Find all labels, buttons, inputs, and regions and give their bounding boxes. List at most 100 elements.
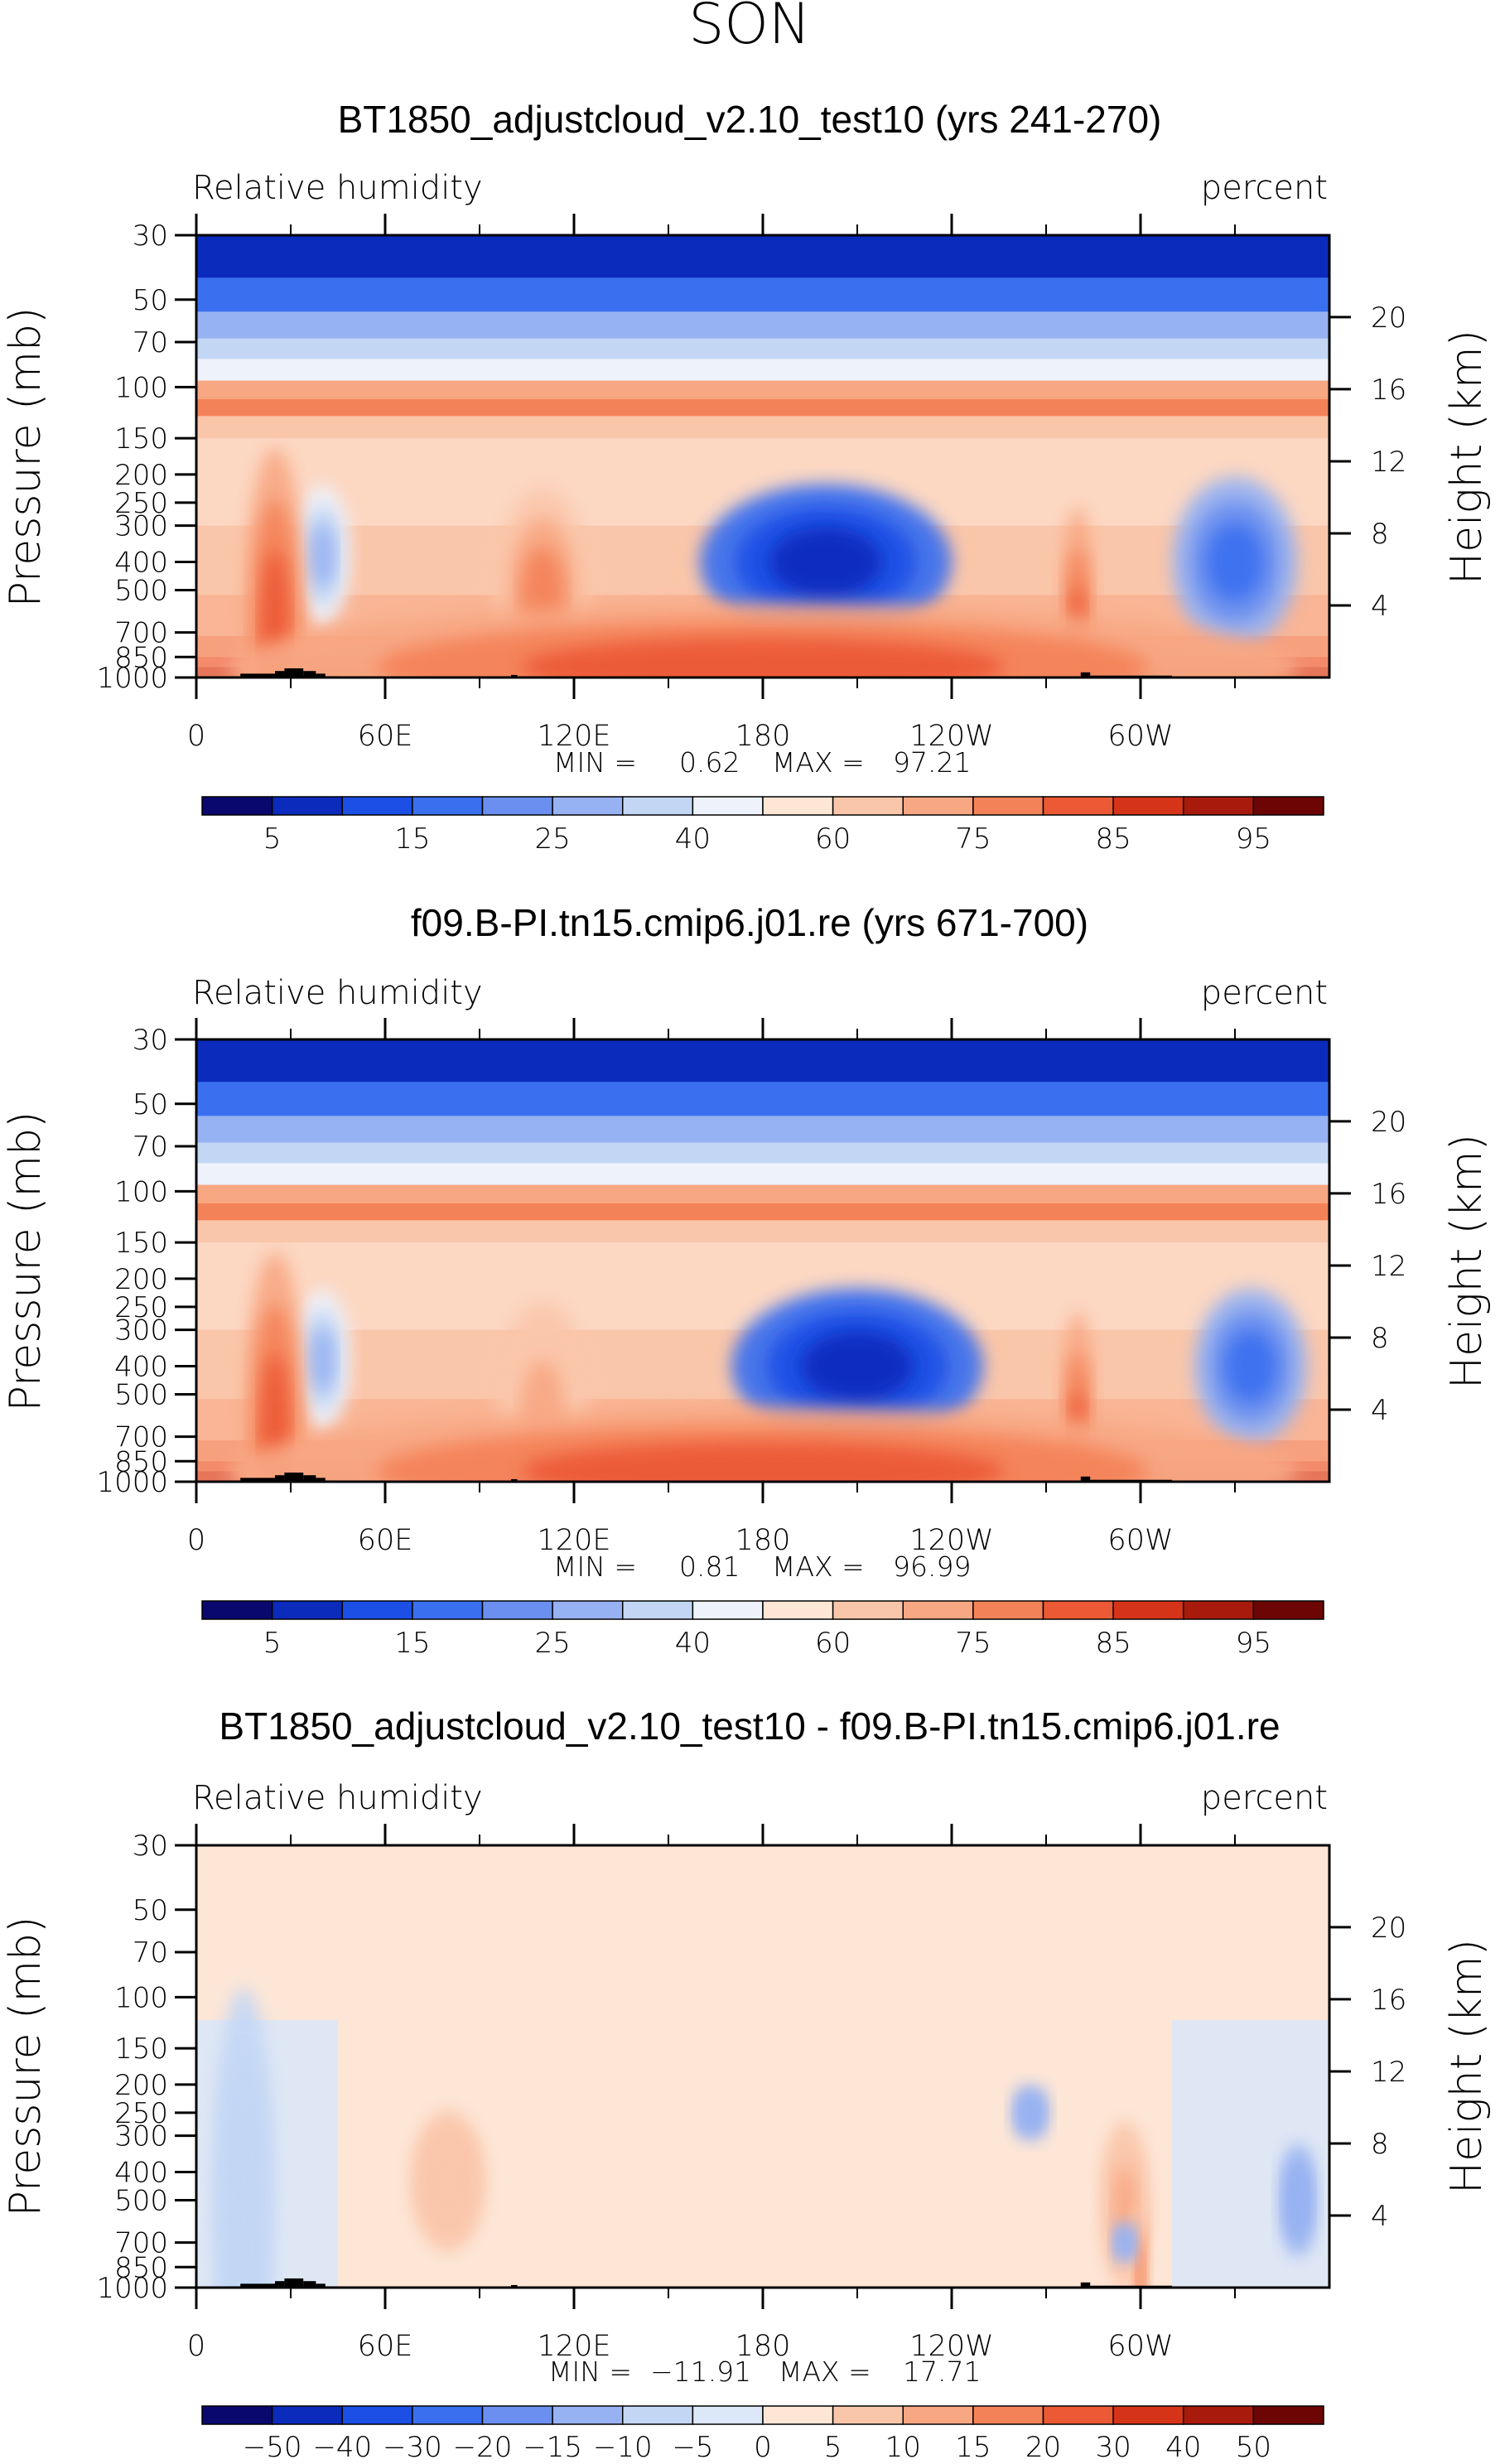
pressure-tick-label: 70 — [133, 1936, 168, 1970]
x-tick-label: 120E — [538, 1524, 611, 1557]
contour-feature — [309, 1328, 335, 1392]
panel-1-max-label: MAX = — [772, 746, 865, 779]
pressure-tick-label: 150 — [114, 2032, 168, 2066]
colorbar-label: −50 — [243, 2431, 302, 2464]
panel-1-min-max: MIN = 0.62 MAX = 97.21 — [553, 746, 971, 779]
colorbar-swatch — [201, 796, 273, 816]
panel-3-variable-label: Relative humidity — [192, 1779, 483, 1817]
contour-feature — [1021, 2100, 1039, 2126]
pressure-tick-label: 700 — [114, 617, 168, 650]
contour-feature — [1289, 2174, 1307, 2226]
x-tick-label: 60E — [358, 2330, 413, 2363]
colorbar-swatch — [1252, 2405, 1324, 2425]
stratosphere-band — [196, 359, 1329, 382]
pressure-tick-label: 70 — [133, 1131, 168, 1164]
pressure-tick-label: 400 — [114, 1350, 168, 1383]
colorbar-label: 75 — [955, 822, 991, 856]
panel-3-min-value: −11.91 — [650, 2356, 751, 2388]
colorbar-swatch — [1112, 2405, 1184, 2425]
x-tick-label: 60E — [358, 720, 413, 753]
colorbar-label: 75 — [955, 1627, 991, 1660]
pressure-tick-label: 1000 — [96, 2272, 168, 2305]
colorbar-swatch — [902, 2405, 974, 2425]
pressure-tick-label: 400 — [114, 2156, 168, 2189]
topography-block — [303, 2281, 316, 2288]
topography-block — [511, 1478, 518, 1482]
topography-block — [275, 1475, 285, 1482]
pressure-tick-label: 500 — [114, 574, 168, 607]
x-tick-label: 120W — [909, 2330, 993, 2363]
panel-1-plot-area — [196, 235, 1329, 677]
colorbar-label: −10 — [593, 2431, 653, 2464]
colorbar-swatch — [622, 1600, 694, 1620]
x-tick-label: 0 — [187, 1524, 205, 1557]
colorbar-swatch — [271, 2405, 343, 2425]
pressure-tick-label: 1000 — [96, 662, 168, 695]
pressure-tick-label: 150 — [114, 1227, 168, 1260]
colorbar-label: −15 — [523, 2431, 582, 2464]
colorbar-swatch — [552, 1600, 624, 1620]
colorbar-label: −40 — [312, 2431, 372, 2464]
topography-block — [316, 673, 326, 677]
colorbar-swatch — [201, 1600, 273, 1620]
stratosphere-band — [196, 1039, 1329, 1083]
panel-2-height-axis-label: Height (km) — [1442, 1134, 1492, 1389]
pressure-tick-label: 30 — [133, 219, 168, 253]
colorbar-swatch — [832, 2405, 904, 2425]
stratosphere-band — [196, 1203, 1329, 1221]
contour-feature — [260, 1353, 290, 1482]
colorbar-label: 95 — [1236, 822, 1271, 856]
pressure-tick-label: 700 — [114, 2227, 168, 2260]
colorbar-swatch — [481, 796, 553, 816]
colorbar-swatch — [1183, 1600, 1255, 1620]
colorbar-swatch — [271, 1600, 343, 1620]
height-tick-label: 12 — [1371, 446, 1406, 479]
topography-block — [240, 673, 275, 677]
height-tick-label: 12 — [1371, 1250, 1406, 1283]
pressure-tick-label: 850 — [114, 641, 168, 674]
colorbar-swatch — [481, 1600, 553, 1620]
colorbar-swatch — [1112, 796, 1184, 816]
panel-2-units-label: percent — [1201, 974, 1328, 1012]
colorbar-swatch — [832, 1600, 904, 1620]
pressure-tick-label: 200 — [114, 2069, 168, 2102]
colorbar-swatch — [1042, 2405, 1114, 2425]
x-tick-label: 0 — [187, 2330, 205, 2363]
topography-block — [275, 671, 285, 677]
colorbar-label: 40 — [1165, 2431, 1201, 2464]
colorbar-swatch — [412, 2405, 484, 2425]
contour-feature — [1225, 1331, 1276, 1401]
colorbar-swatch — [341, 2405, 413, 2425]
pressure-tick-label: 50 — [133, 1088, 168, 1121]
colorbar-swatch — [201, 2405, 273, 2425]
pressure-tick-label: 50 — [133, 284, 168, 317]
height-tick-label: 16 — [1371, 1178, 1406, 1211]
pressure-tick-label: 300 — [114, 2120, 168, 2153]
topography-block — [303, 1475, 316, 1482]
stratosphere-band — [196, 235, 1329, 279]
panel-1-colorbar: 5 15 25 40 60 75 85 95 — [201, 796, 1324, 856]
colorbar-swatch — [832, 796, 904, 816]
colorbar-swatch — [1183, 796, 1255, 816]
contour-feature — [1136, 2242, 1145, 2288]
panel-3: BT1850_adjustcloud_v2.10_test10 - f09.B-… — [1, 1705, 1492, 2464]
topography-block — [275, 2281, 285, 2288]
topography-block — [284, 1472, 304, 1482]
x-tick-label: 60W — [1107, 2330, 1173, 2363]
colorbar-swatch — [762, 1600, 834, 1620]
colorbar-swatch — [412, 796, 484, 816]
colorbar-swatch — [1112, 1600, 1184, 1620]
height-tick-label: 12 — [1371, 2056, 1406, 2089]
topography-block — [511, 674, 518, 677]
colorbar-label: 95 — [1236, 1627, 1271, 1660]
pressure-tick-label: 100 — [114, 1175, 168, 1208]
contour-feature — [229, 2105, 258, 2288]
colorbar-swatch — [552, 2405, 624, 2425]
panel-1: BT1850_adjustcloud_v2.10_test10 (yrs 241… — [1, 98, 1492, 856]
panel-1-variable-label: Relative humidity — [192, 169, 483, 207]
height-tick-label: 8 — [1371, 518, 1389, 551]
panel-2-min-value: 0.81 — [679, 1550, 740, 1583]
x-tick-label: 60W — [1107, 1524, 1173, 1557]
topography-block — [1080, 672, 1091, 677]
panel-3-max-label: MAX = — [779, 2356, 871, 2388]
